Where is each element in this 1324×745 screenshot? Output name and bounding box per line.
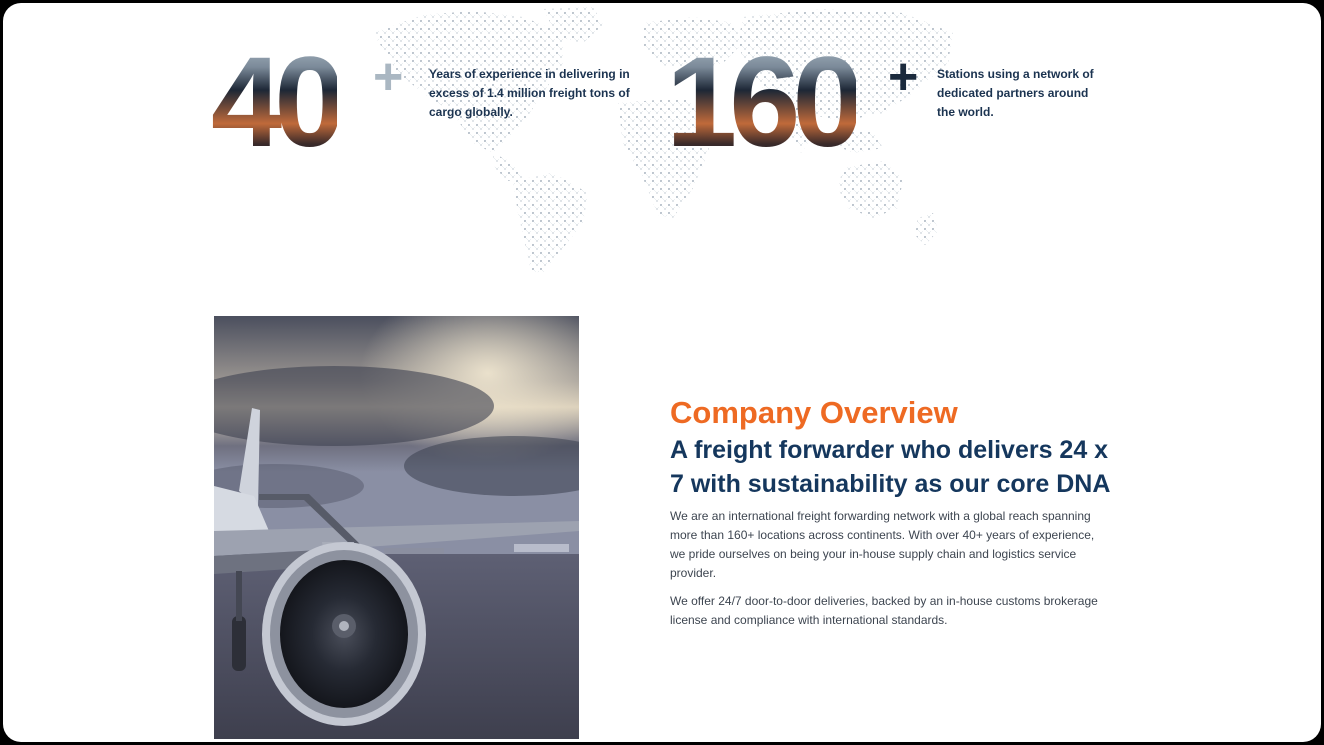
stat-stations-description: Stations using a network of dedicated pa…	[937, 67, 1094, 119]
overview-paragraph-2: We offer 24/7 door-to-door deliveries, b…	[670, 594, 1098, 627]
page-frame: 40 + Years of experience in delivering i…	[3, 3, 1321, 742]
overview-paragraph-1: We are an international freight forwardi…	[670, 509, 1095, 580]
section-eyebrow: Company Overview	[670, 395, 958, 430]
stat-stations-number: 160	[666, 31, 864, 174]
world-map-graphic	[373, 7, 953, 273]
company-overview-section: Company Overview A freight forwarder who…	[670, 395, 1120, 639]
section-headline: A freight forwarder who delivers 24 x 7 …	[670, 436, 1111, 498]
stat-stations-plus: +	[888, 48, 919, 106]
stat-years-plus: +	[373, 48, 404, 106]
stat-years-number: 40	[211, 31, 345, 174]
stat-years-description: Years of experience in delivering in exc…	[429, 67, 630, 119]
airplane-engine-photo	[214, 316, 579, 739]
